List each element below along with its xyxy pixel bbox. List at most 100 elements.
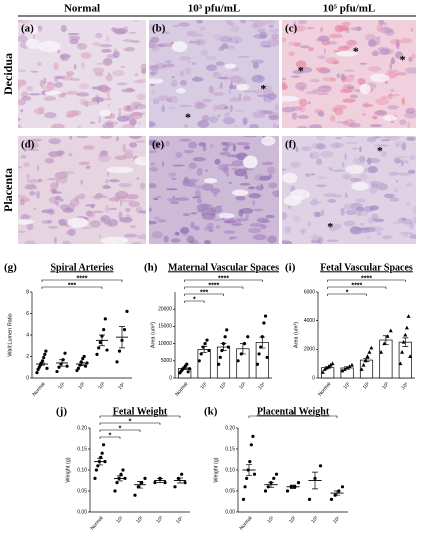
tissue — [386, 69, 399, 73]
tissue — [210, 143, 214, 149]
tissue — [86, 210, 96, 218]
tissue — [149, 220, 158, 225]
tissue — [252, 111, 266, 116]
data-point — [322, 367, 327, 371]
tissue — [238, 209, 244, 217]
data-point — [97, 346, 101, 350]
tissue — [295, 82, 307, 91]
tissue — [115, 190, 129, 199]
tissue — [282, 168, 287, 172]
lumen — [383, 115, 397, 122]
data-point — [337, 489, 341, 493]
lumen — [369, 73, 390, 82]
tissue — [89, 121, 96, 124]
tissue — [61, 75, 73, 81]
tissue — [151, 231, 163, 239]
significance-bracket — [184, 300, 205, 303]
tissue — [229, 236, 238, 239]
y-tick-label: 0.10 — [225, 467, 235, 473]
significance-label: **** — [77, 275, 88, 282]
tissue — [91, 195, 102, 199]
tissue — [252, 233, 267, 241]
asterisk: * — [400, 53, 406, 67]
data-point — [342, 367, 347, 371]
tissue — [349, 94, 359, 99]
tissue — [26, 173, 30, 180]
tissue — [227, 154, 241, 158]
tissue — [380, 26, 390, 30]
tissue — [99, 44, 113, 48]
tissue — [18, 117, 21, 122]
asterisk: * — [260, 82, 266, 96]
error-bar — [402, 337, 409, 347]
data-point — [158, 476, 162, 480]
tissue — [130, 136, 142, 140]
data-point — [274, 472, 279, 476]
tissue — [320, 26, 324, 33]
tissue — [26, 179, 41, 183]
tissue — [262, 20, 276, 26]
panel-label: (k) — [204, 406, 218, 418]
tissue — [282, 211, 288, 220]
tissue — [149, 166, 159, 172]
tissue — [136, 177, 140, 180]
tissue — [320, 209, 325, 217]
chart-title: Spiral Arteries — [50, 262, 113, 273]
x-tick-label: 10¹ — [115, 515, 124, 525]
tissue — [359, 62, 368, 65]
tissue — [78, 125, 81, 128]
data-point — [133, 493, 137, 497]
tissue — [122, 114, 133, 120]
y-axis-label: Weight (g) — [213, 457, 219, 482]
tissue — [70, 78, 81, 81]
tissue — [223, 117, 236, 125]
tissue — [332, 61, 340, 65]
panel-label: (e) — [152, 139, 165, 151]
tissue — [229, 104, 233, 113]
tissue — [400, 160, 404, 167]
tissue — [69, 38, 79, 45]
tissue — [366, 136, 377, 143]
tissue — [191, 76, 204, 82]
tissue — [101, 48, 112, 53]
tissue — [356, 211, 361, 217]
tissue — [178, 22, 191, 27]
tissue — [264, 33, 271, 36]
tissue — [274, 103, 279, 112]
data-point — [207, 348, 211, 353]
data-point — [43, 352, 47, 356]
tissue — [268, 182, 278, 189]
asterisk: * — [298, 63, 304, 77]
lumen — [38, 40, 61, 53]
tissue — [47, 178, 59, 181]
tissue — [249, 223, 264, 227]
tissue — [341, 27, 351, 32]
lumen — [176, 88, 186, 94]
data-point — [119, 472, 123, 476]
y-tick-label: 2 — [26, 354, 29, 360]
data-point — [363, 358, 368, 363]
tissue — [340, 89, 353, 94]
tissue — [199, 26, 206, 31]
tissue — [153, 197, 159, 201]
tissue — [392, 221, 406, 225]
data-point — [121, 468, 125, 472]
y-tick-label: 5000 — [161, 358, 172, 364]
y-axis-label: Area (um²) — [150, 322, 156, 348]
data-point — [76, 366, 81, 370]
tissue — [74, 195, 80, 202]
tissue — [330, 142, 344, 149]
y-tick-label: 10000 — [158, 341, 172, 347]
tissue — [329, 33, 343, 39]
y-tick-label: 0 — [312, 375, 315, 381]
tissue — [161, 161, 165, 167]
significance-label: * — [129, 418, 132, 425]
data-point — [349, 362, 354, 367]
tissue — [101, 195, 108, 199]
error-bar — [290, 484, 296, 489]
tissue — [259, 31, 268, 39]
tissue — [337, 45, 350, 51]
tissue — [179, 70, 185, 77]
tissue — [230, 218, 242, 227]
tissue — [328, 167, 333, 171]
